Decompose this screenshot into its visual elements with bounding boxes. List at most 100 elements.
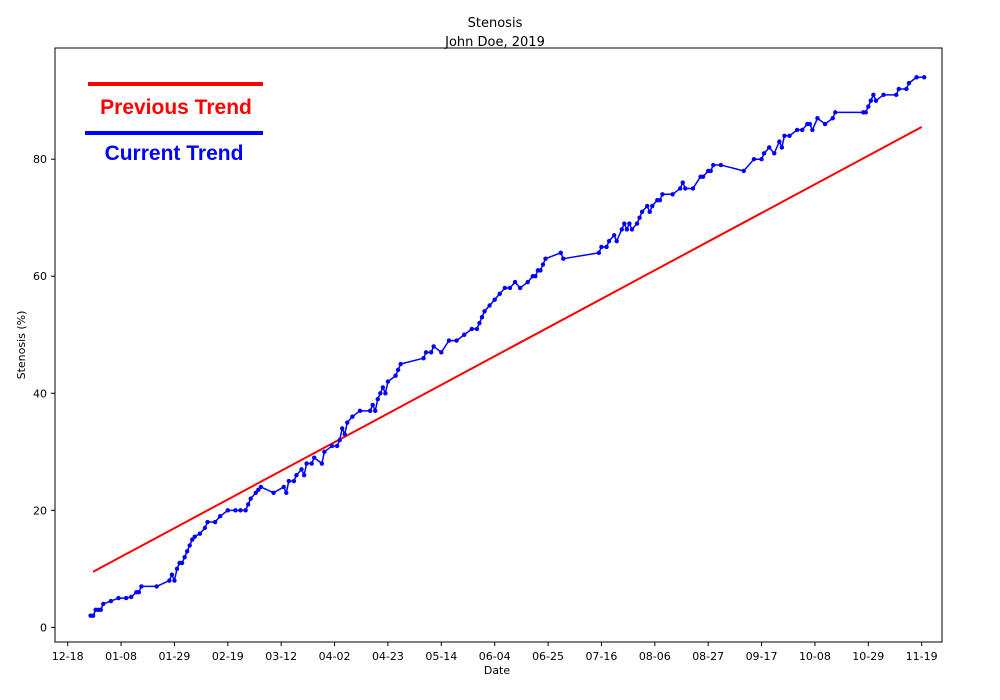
current-trend-point	[896, 86, 901, 92]
current-trend-point	[258, 484, 264, 490]
current-trend-point	[629, 227, 635, 232]
current-trend-point	[192, 534, 197, 539]
current-trend-point	[116, 595, 121, 601]
x-tick-label: 01-08	[105, 650, 137, 663]
legend: Previous Trend Current Trend	[85, 82, 263, 165]
current-trend-point	[245, 502, 251, 507]
current-trend-point	[233, 508, 238, 513]
current-trend-point	[678, 186, 683, 191]
current-trend-point	[238, 508, 243, 513]
current-trend-point	[395, 367, 401, 373]
current-trend-point	[650, 203, 655, 209]
current-trend-point	[421, 355, 426, 361]
current-trend-point	[538, 268, 543, 273]
y-tick-label: 60	[33, 270, 47, 283]
current-trend-point	[101, 601, 106, 607]
x-tick-label: 11-19	[906, 650, 938, 663]
current-trend-point	[863, 110, 868, 115]
x-tick-label: 05-14	[425, 650, 457, 663]
current-trend-point	[700, 174, 706, 179]
legend-previous-trend-label: Previous Trend	[100, 96, 252, 119]
current-trend-point	[670, 192, 675, 197]
current-trend-point	[507, 285, 513, 291]
current-trend-point	[337, 437, 342, 443]
current-trend-point	[708, 168, 713, 174]
current-trend-point	[284, 490, 289, 495]
current-trend-point	[479, 315, 485, 320]
x-tick-label: 04-02	[319, 650, 351, 663]
current-trend-point	[540, 262, 546, 267]
current-trend-point	[90, 613, 96, 618]
current-trend-point	[873, 98, 879, 103]
current-trend-point	[378, 391, 383, 396]
current-trend-point	[619, 227, 624, 232]
current-trend-point	[711, 162, 716, 168]
x-tick-label: 08-27	[692, 650, 724, 663]
current-trend-point	[512, 279, 518, 285]
current-trend-point	[383, 391, 388, 396]
current-trend-point	[906, 80, 912, 86]
current-trend-point	[657, 197, 663, 203]
y-tick-label: 0	[40, 621, 47, 634]
current-trend-point	[385, 379, 391, 384]
current-trend-point	[339, 426, 345, 431]
current-trend-point	[169, 572, 175, 577]
current-trend-point	[761, 151, 767, 156]
current-trend-point	[345, 420, 350, 425]
current-trend-point	[868, 98, 874, 103]
current-trend-point	[172, 578, 177, 583]
current-trend-point	[129, 594, 134, 600]
x-tick-label: 07-16	[585, 650, 617, 663]
current-trend-point	[375, 396, 380, 402]
current-trend-point	[154, 584, 159, 589]
x-tick-label: 10-08	[799, 650, 831, 663]
current-trend-point	[329, 443, 335, 449]
current-trend-point	[914, 75, 919, 80]
current-trend-point	[779, 145, 785, 150]
x-tick-label: 06-04	[479, 650, 511, 663]
current-trend-point	[373, 408, 378, 414]
current-trend-point	[772, 151, 777, 156]
current-trend-point	[800, 127, 805, 133]
current-trend-point	[294, 473, 299, 478]
current-trend-point	[350, 414, 355, 419]
current-trend-point	[380, 385, 386, 390]
x-tick-label: 10-29	[852, 650, 884, 663]
x-tick-label: 08-06	[639, 650, 671, 663]
current-trend-point	[477, 320, 482, 326]
plot-area	[88, 75, 927, 618]
current-trend-point	[98, 607, 103, 613]
current-trend-point	[136, 590, 142, 595]
current-trend-point	[830, 116, 835, 121]
current-trend-point	[304, 461, 309, 466]
current-trend-point	[622, 221, 627, 226]
current-trend-point	[474, 326, 480, 332]
current-trend-point	[611, 233, 617, 238]
current-trend-point	[533, 274, 538, 279]
current-trend-point	[423, 350, 429, 355]
current-trend-point	[281, 484, 286, 490]
current-trend-point	[248, 496, 253, 501]
y-axis-ticks: 0 20 40 60 80	[33, 153, 55, 634]
current-trend-point	[558, 250, 563, 256]
current-trend-point	[741, 168, 746, 174]
current-trend-point	[807, 121, 813, 127]
current-trend-point	[312, 455, 317, 460]
current-trend-point	[108, 598, 114, 604]
current-trend-point	[367, 408, 373, 414]
current-trend-point	[182, 554, 187, 560]
current-trend-point	[334, 443, 340, 449]
y-tick-label: 20	[33, 504, 47, 517]
legend-current-trend-label: Current Trend	[105, 142, 244, 165]
current-trend-point	[299, 467, 304, 472]
y-tick-label: 40	[33, 387, 47, 400]
current-trend-point	[639, 209, 645, 215]
current-trend-point	[469, 326, 475, 332]
current-trend-point	[543, 256, 548, 261]
current-trend-point	[810, 127, 815, 133]
current-trend-point	[690, 186, 696, 191]
current-trend-point	[446, 338, 452, 343]
x-tick-label: 09-17	[746, 650, 778, 663]
current-trend-point	[604, 244, 609, 250]
